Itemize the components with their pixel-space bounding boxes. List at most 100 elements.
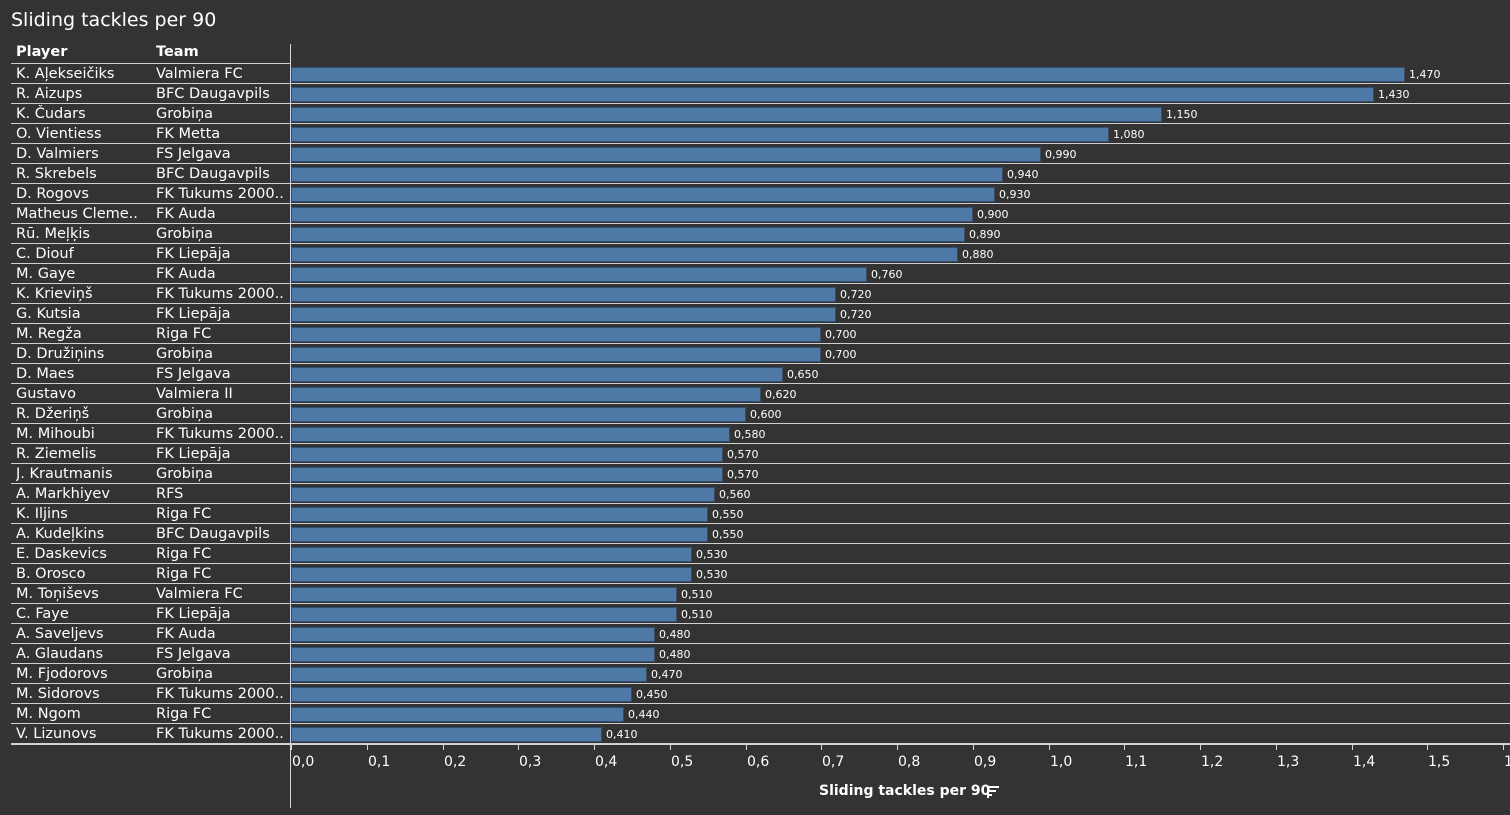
bar[interactable]: [291, 627, 655, 642]
table-row[interactable]: O. Vientiess FK Metta 1,080: [0, 124, 1510, 144]
table-row[interactable]: C. Faye FK Liepāja 0,510: [0, 604, 1510, 624]
team-name: BFC Daugavpils: [156, 86, 270, 102]
bar[interactable]: [291, 427, 730, 442]
table-row[interactable]: D. Valmiers FS Jelgava 0,990: [0, 144, 1510, 164]
bar[interactable]: [291, 707, 624, 722]
player-name: A. Glaudans: [16, 646, 104, 662]
bar[interactable]: [291, 487, 715, 502]
bar[interactable]: [291, 687, 632, 702]
bar-value-label: 0,760: [871, 268, 903, 281]
bar[interactable]: [291, 367, 783, 382]
table-row[interactable]: D. Rogovs FK Tukums 2000.. 0,930: [0, 184, 1510, 204]
bar[interactable]: [291, 407, 746, 422]
bar[interactable]: [291, 147, 1041, 162]
bar[interactable]: [291, 647, 655, 662]
table-row[interactable]: K. Krieviņš FK Tukums 2000.. 0,720: [0, 284, 1510, 304]
table-row[interactable]: D. Družiņins Grobiņa 0,700: [0, 344, 1510, 364]
table-row[interactable]: K. Čudars Grobiņa 1,150: [0, 104, 1510, 124]
bar[interactable]: [291, 127, 1109, 142]
bar[interactable]: [291, 547, 692, 562]
bar-value-label: 0,530: [696, 548, 728, 561]
table-row[interactable]: Rū. Meļķis Grobiņa 0,890: [0, 224, 1510, 244]
bar[interactable]: [291, 587, 677, 602]
table-row[interactable]: Matheus Cleme.. FK Auda 0,900: [0, 204, 1510, 224]
bar[interactable]: [291, 467, 723, 482]
table-row[interactable]: A. Glaudans FS Jelgava 0,480: [0, 644, 1510, 664]
team-name: FK Liepāja: [156, 446, 231, 462]
player-name: K. Čudars: [16, 106, 86, 122]
team-name: Riga FC: [156, 326, 212, 342]
table-row[interactable]: E. Daskevics Riga FC 0,530: [0, 544, 1510, 564]
row-divider: [11, 683, 1510, 684]
player-name: G. Kutsia: [16, 306, 81, 322]
bar[interactable]: [291, 347, 821, 362]
table-row[interactable]: R. Skrebels BFC Daugavpils 0,940: [0, 164, 1510, 184]
bar[interactable]: [291, 607, 677, 622]
row-divider: [11, 643, 1510, 644]
bar[interactable]: [291, 227, 965, 242]
bar[interactable]: [291, 527, 708, 542]
table-row[interactable]: R. Džeriņš Grobiņa 0,600: [0, 404, 1510, 424]
row-divider: [11, 383, 1510, 384]
table-row[interactable]: M. Ngom Riga FC 0,440: [0, 704, 1510, 724]
bar[interactable]: [291, 207, 973, 222]
bar[interactable]: [291, 307, 836, 322]
table-row[interactable]: R. Ziemelis FK Liepāja 0,570: [0, 444, 1510, 464]
bar-value-label: 1,430: [1378, 88, 1410, 101]
table-row[interactable]: B. Orosco Riga FC 0,530: [0, 564, 1510, 584]
bar[interactable]: [291, 387, 761, 402]
bar[interactable]: [291, 667, 647, 682]
table-row[interactable]: K. Iljins Riga FC 0,550: [0, 504, 1510, 524]
bar[interactable]: [291, 567, 692, 582]
bar[interactable]: [291, 287, 836, 302]
table-row[interactable]: A. Markhiyev RFS 0,560: [0, 484, 1510, 504]
table-row[interactable]: C. Diouf FK Liepāja 0,880: [0, 244, 1510, 264]
column-header-player[interactable]: Player: [16, 44, 68, 60]
table-row[interactable]: M. Sidorovs FK Tukums 2000.. 0,450: [0, 684, 1510, 704]
table-row[interactable]: K. Aļekseičiks Valmiera FC 1,470: [0, 64, 1510, 84]
bar[interactable]: [291, 267, 867, 282]
x-tick-label: 0,9: [974, 754, 997, 770]
table-row[interactable]: A. Kudeļkins BFC Daugavpils 0,550: [0, 524, 1510, 544]
bar-value-label: 0,650: [787, 368, 819, 381]
bar[interactable]: [291, 67, 1405, 82]
bar[interactable]: [291, 447, 723, 462]
player-name: Rū. Meļķis: [16, 226, 90, 242]
table-row[interactable]: M. Gaye FK Auda 0,760: [0, 264, 1510, 284]
bar[interactable]: [291, 187, 995, 202]
bar-value-label: 0,720: [840, 308, 872, 321]
row-divider: [11, 143, 1510, 144]
table-row[interactable]: J. Krautmanis Grobiņa 0,570: [0, 464, 1510, 484]
team-name: Grobiņa: [156, 106, 214, 122]
x-axis-title[interactable]: Sliding tackles per 90: [819, 783, 991, 799]
player-name: Gustavo: [16, 386, 77, 402]
x-tick-mark: [1503, 745, 1504, 750]
table-row[interactable]: V. Lizunovs FK Tukums 2000.. 0,410: [0, 724, 1510, 744]
table-row[interactable]: A. Saveljevs FK Auda 0,480: [0, 624, 1510, 644]
table-row[interactable]: M. Toņiševs Valmiera FC 0,510: [0, 584, 1510, 604]
bar[interactable]: [291, 107, 1162, 122]
bar[interactable]: [291, 247, 958, 262]
table-row[interactable]: M. Regža Riga FC 0,700: [0, 324, 1510, 344]
bar-value-label: 0,440: [628, 708, 660, 721]
table-row[interactable]: M. Fjodorovs Grobiņa 0,470: [0, 664, 1510, 684]
bar[interactable]: [291, 87, 1374, 102]
table-row[interactable]: G. Kutsia FK Liepāja 0,720: [0, 304, 1510, 324]
sort-descending-icon[interactable]: [986, 784, 1000, 798]
bar[interactable]: [291, 167, 1003, 182]
team-name: FK Auda: [156, 266, 216, 282]
table-row[interactable]: R. Aizups BFC Daugavpils 1,430: [0, 84, 1510, 104]
table-row[interactable]: D. Maes FS Jelgava 0,650: [0, 364, 1510, 384]
bar-value-label: 0,890: [969, 228, 1001, 241]
bar[interactable]: [291, 727, 602, 742]
team-name: Riga FC: [156, 506, 212, 522]
bar[interactable]: [291, 507, 708, 522]
column-header-team[interactable]: Team: [156, 44, 199, 60]
bar[interactable]: [291, 327, 821, 342]
x-tick-label: 1,1: [1125, 754, 1148, 770]
table-row[interactable]: Gustavo Valmiera II 0,620: [0, 384, 1510, 404]
header-divider: [11, 63, 290, 64]
table-row[interactable]: M. Mihoubi FK Tukums 2000.. 0,580: [0, 424, 1510, 444]
x-tick-mark: [1352, 745, 1353, 750]
bar-value-label: 0,510: [681, 588, 713, 601]
